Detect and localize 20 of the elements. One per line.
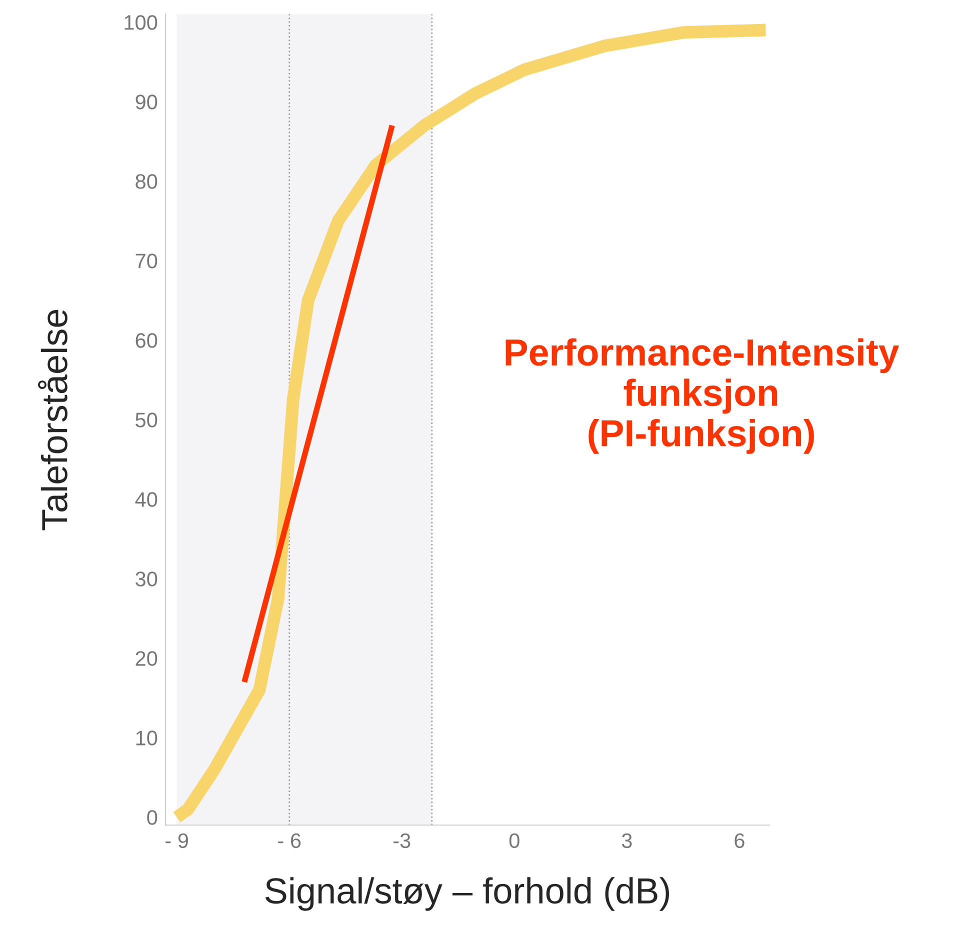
y-tick-label: 0 <box>147 810 158 825</box>
x-axis-title: Signal/støy – forhold (dB) <box>265 877 670 911</box>
y-tick-label: 80 <box>136 174 158 189</box>
x-tick-label: - 9 <box>166 833 188 848</box>
x-tick-label: - 6 <box>278 833 301 848</box>
y-tick-label: 40 <box>135 492 158 507</box>
y-tick-label: 50 <box>136 412 158 428</box>
x-tick-label: 3 <box>622 833 632 848</box>
y-tick-label: 70 <box>136 254 158 268</box>
annotation: Performance-Intensity funksjon (PI-funksjon) <box>506 338 900 454</box>
y-tick-label: 60 <box>136 333 158 348</box>
y-tick-label: 20 <box>136 651 158 666</box>
y-axis-title: Taleforståelse <box>38 310 68 530</box>
x-tick-label: 0 <box>509 833 520 848</box>
y-tick-label: 10 <box>136 730 158 746</box>
y-tick-label: 90 <box>136 94 158 110</box>
x-tick-label: -3 <box>394 833 410 848</box>
y-tick-label: 100 <box>124 15 158 30</box>
x-tick-label: 6 <box>734 833 744 848</box>
y-tick-label: 30 <box>136 572 158 586</box>
